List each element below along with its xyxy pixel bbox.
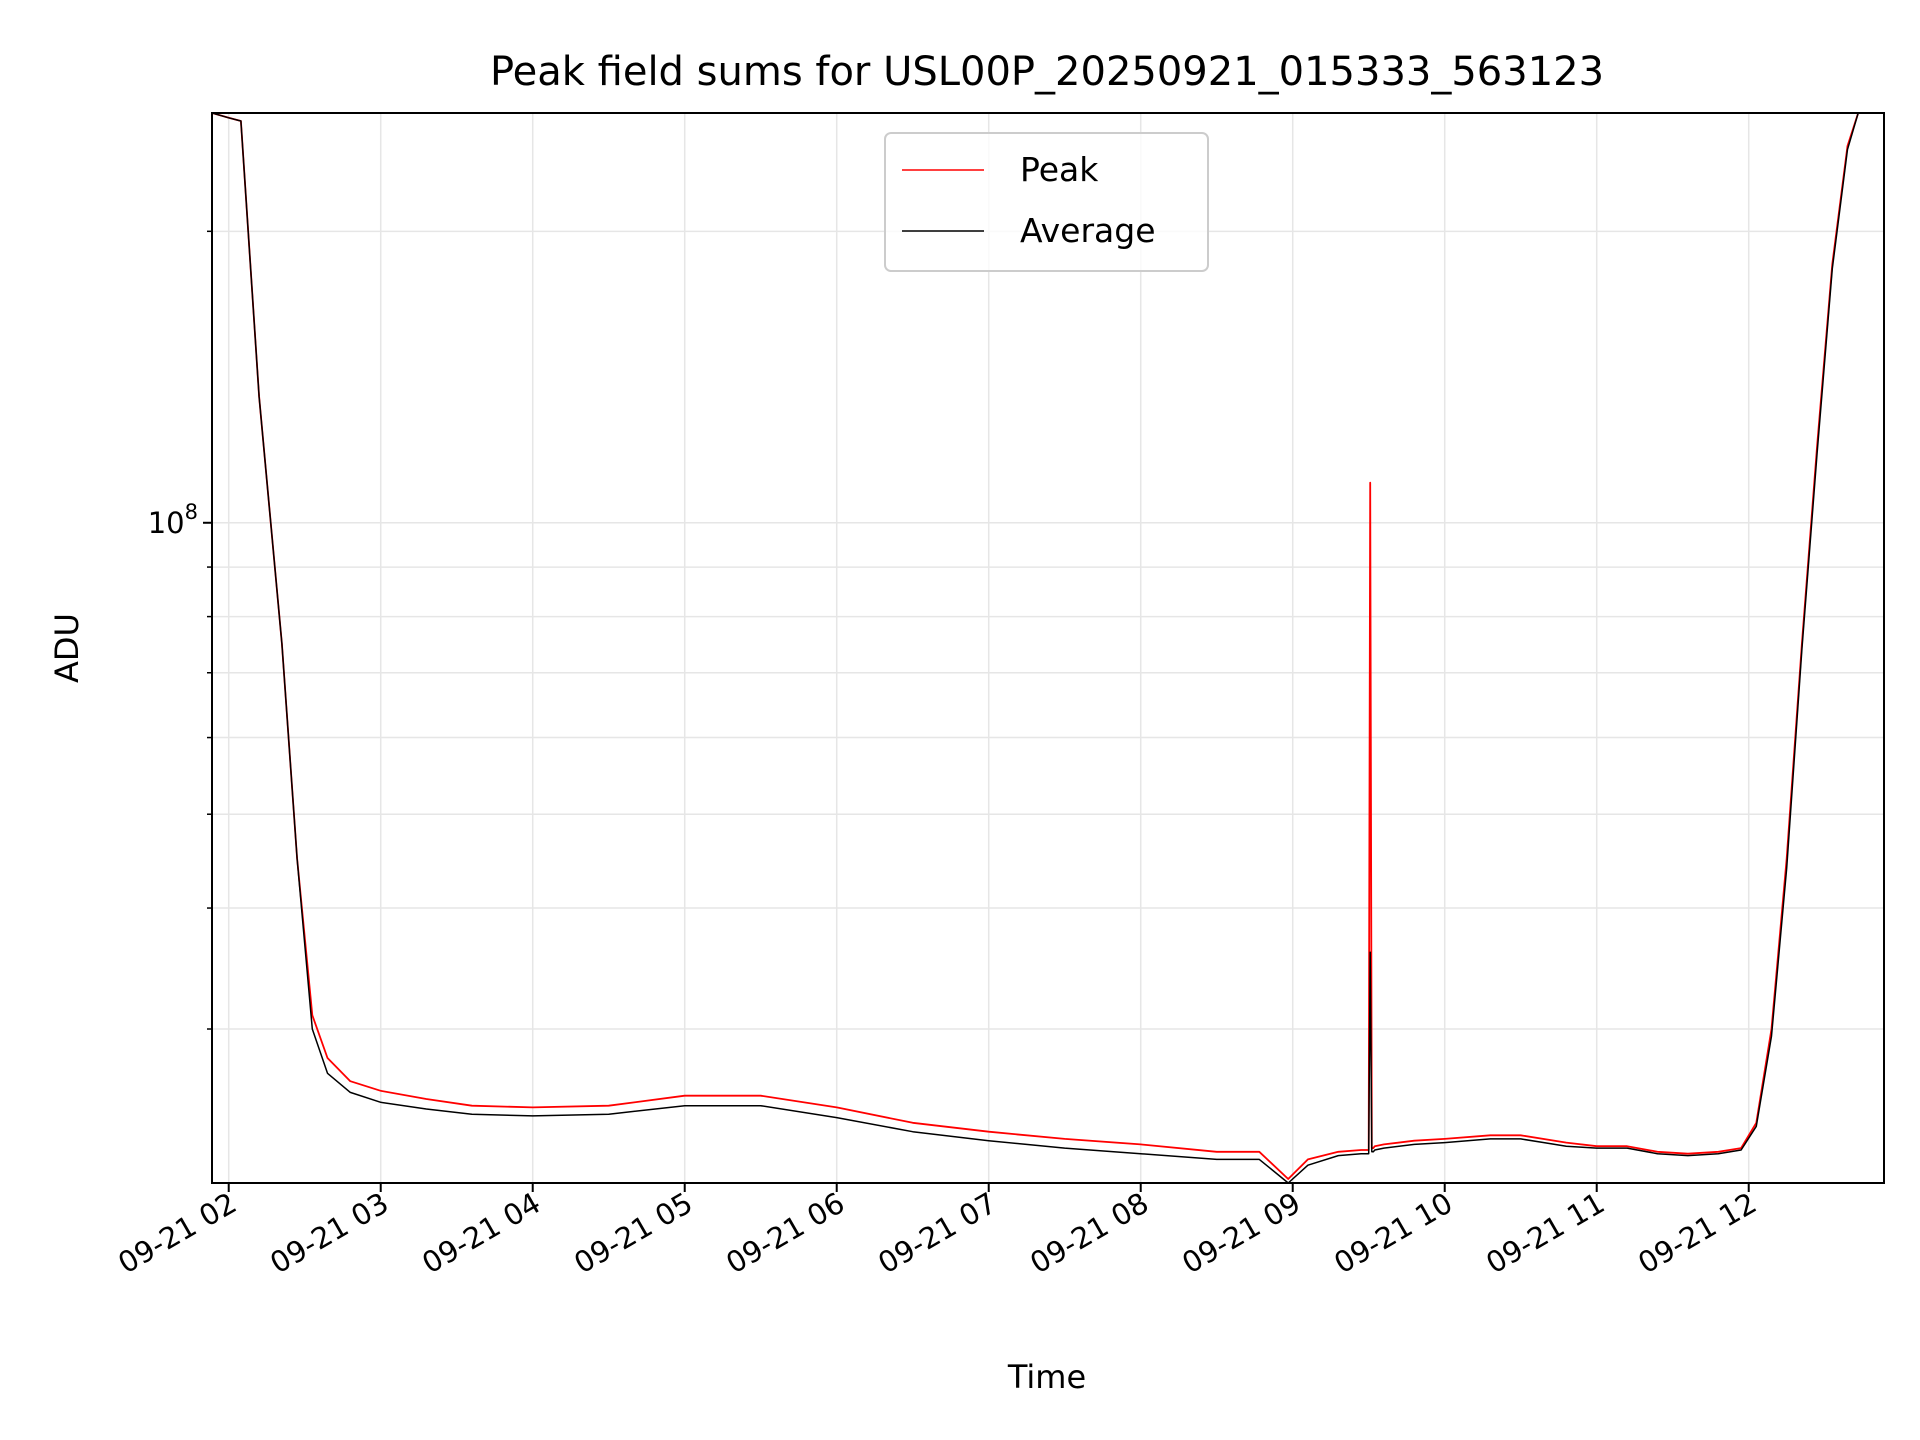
legend: Peak Average — [884, 132, 1209, 272]
grid — [212, 113, 1884, 1183]
y-axis-label: ADU — [48, 613, 86, 683]
legend-box — [884, 132, 1209, 272]
series-line-average — [212, 113, 1884, 1183]
legend-label-average: Average — [1020, 211, 1156, 250]
axes-frame — [211, 112, 1885, 1184]
y-tick-base: 10 — [148, 506, 185, 540]
y-tick-exponent: 8 — [185, 500, 198, 524]
series-line-peak — [212, 113, 1884, 1180]
legend-label-peak: Peak — [1020, 150, 1099, 189]
y-tick-label: 108 — [148, 500, 198, 540]
plot-area — [212, 113, 1884, 1183]
chart-title: Peak field sums for USL00P_20250921_0153… — [490, 49, 1604, 95]
x-axis-label: Time — [1007, 1358, 1086, 1396]
